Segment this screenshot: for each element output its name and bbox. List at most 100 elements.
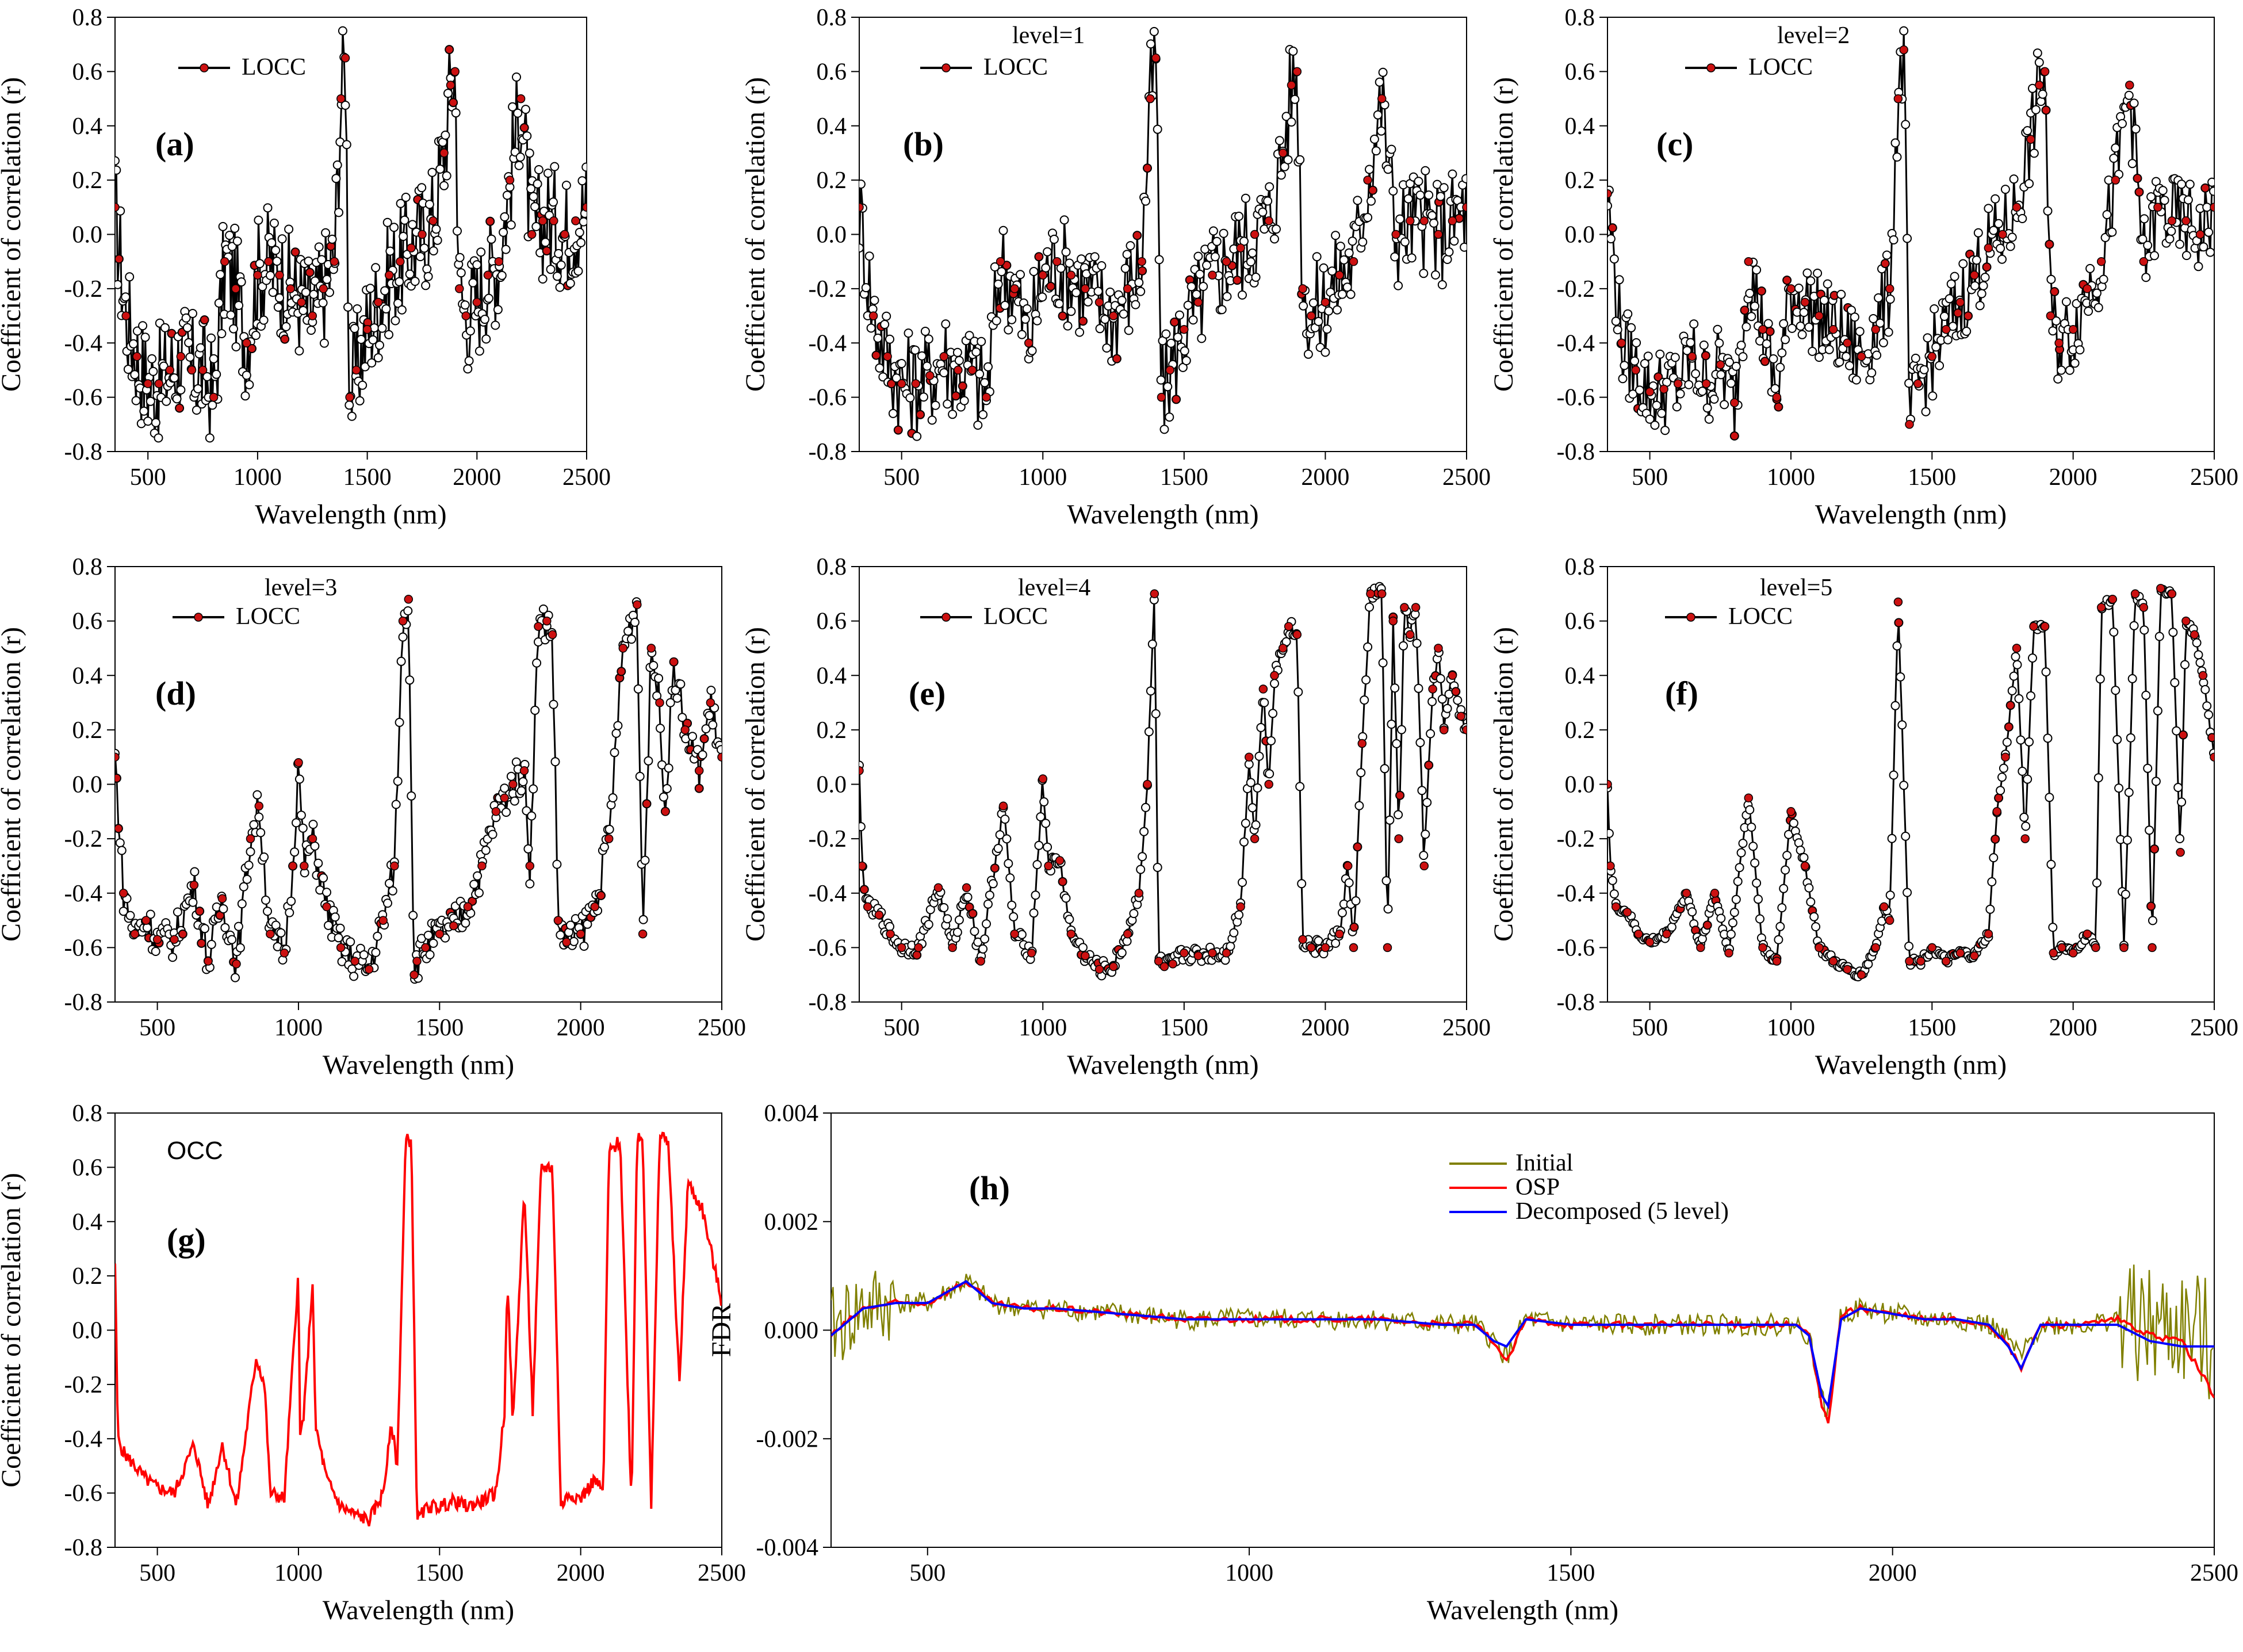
x-tick-label: 1000	[1019, 1015, 1067, 1041]
legend-label: Initial	[1515, 1150, 1573, 1176]
data-point	[1760, 357, 1770, 366]
data-point	[118, 889, 128, 898]
data-point	[1307, 943, 1316, 953]
data-point	[424, 200, 434, 209]
data-point	[463, 902, 473, 912]
data-point	[1307, 311, 1316, 320]
data-point	[190, 867, 200, 877]
data-point	[943, 399, 952, 409]
data-point	[1899, 45, 1908, 55]
data-point	[453, 226, 462, 236]
data-point	[1799, 308, 1809, 318]
data-point	[330, 912, 340, 922]
data-point	[368, 335, 378, 345]
panel-label: (a)	[155, 125, 194, 163]
y-tick-label: -0.6	[64, 385, 103, 411]
data-point	[1247, 803, 1257, 813]
data-point	[990, 262, 1000, 271]
data-point	[633, 684, 643, 694]
data-point	[1670, 353, 1680, 362]
data-point	[512, 72, 521, 82]
x-tick-label: 500	[130, 464, 166, 491]
data-point	[1102, 343, 1112, 353]
data-point	[1197, 334, 1207, 343]
legend-label: LOCC	[1748, 54, 1813, 81]
data-point	[500, 212, 510, 221]
data-point	[2099, 274, 2108, 284]
data-point	[931, 400, 940, 410]
data-point	[2018, 766, 2027, 776]
data-point	[231, 284, 240, 293]
data-point	[332, 160, 342, 170]
data-point	[1136, 286, 1146, 296]
data-point	[1634, 929, 1643, 939]
data-point	[253, 270, 262, 280]
data-point	[461, 918, 470, 928]
data-point	[2202, 202, 2212, 212]
data-point	[2041, 105, 2051, 115]
data-point	[1911, 353, 1920, 363]
data-point	[1016, 270, 1025, 280]
y-tick-label: 0.004	[764, 1100, 819, 1127]
data-point	[560, 230, 569, 239]
data-point	[176, 352, 186, 361]
data-point	[1419, 851, 1429, 861]
data-point	[415, 252, 425, 262]
data-point	[1901, 120, 1911, 129]
data-point	[1210, 252, 1220, 262]
data-point	[1159, 962, 1169, 972]
data-point	[115, 202, 120, 212]
data-point	[219, 904, 228, 913]
locc-markers	[859, 582, 1467, 981]
data-point	[1645, 414, 1655, 424]
data-point	[1431, 270, 1440, 280]
data-point	[1181, 356, 1191, 365]
data-point	[2146, 901, 2156, 911]
data-point	[1295, 782, 1305, 791]
data-point	[1892, 152, 1902, 162]
data-point	[405, 269, 415, 279]
data-point	[360, 362, 370, 372]
data-point	[970, 927, 979, 936]
data-point	[1109, 962, 1118, 972]
data-point	[1344, 878, 1354, 888]
data-point	[1836, 289, 1846, 299]
data-point	[1349, 922, 1359, 932]
y-axis-label: Coefficient of correlation (r)	[0, 77, 26, 392]
data-point	[1989, 853, 1999, 863]
data-point	[2051, 316, 2061, 326]
data-point	[1400, 237, 1410, 247]
data-point	[254, 801, 264, 811]
data-point	[384, 330, 393, 339]
data-point	[1635, 385, 1644, 395]
data-point	[2109, 154, 2119, 163]
data-point	[377, 323, 387, 333]
data-point	[244, 380, 254, 389]
data-point	[1927, 943, 1937, 953]
data-point	[887, 379, 896, 389]
data-point	[500, 783, 510, 793]
data-point	[1212, 236, 1222, 246]
data-point	[1391, 230, 1400, 239]
legend-marker-swatch	[194, 613, 203, 622]
data-point	[939, 903, 949, 912]
x-tick-label: 500	[139, 1015, 175, 1041]
data-point	[1192, 289, 1201, 299]
occ-series-line	[115, 1131, 722, 1527]
data-point	[1399, 641, 1408, 651]
data-point	[212, 369, 221, 379]
data-point	[1032, 860, 1042, 870]
data-point	[407, 243, 416, 253]
data-point	[2068, 324, 2078, 334]
data-point	[422, 264, 432, 274]
data-point	[1339, 255, 1349, 265]
data-point	[205, 433, 215, 443]
data-point	[2033, 48, 2042, 58]
data-point	[859, 885, 869, 894]
x-tick-label: 1000	[1225, 1560, 1273, 1586]
data-point	[635, 771, 645, 781]
data-point	[1893, 597, 1903, 607]
data-point	[1058, 311, 1067, 321]
y-tick-label: 0.6	[72, 1154, 103, 1181]
data-point	[1691, 369, 1701, 378]
